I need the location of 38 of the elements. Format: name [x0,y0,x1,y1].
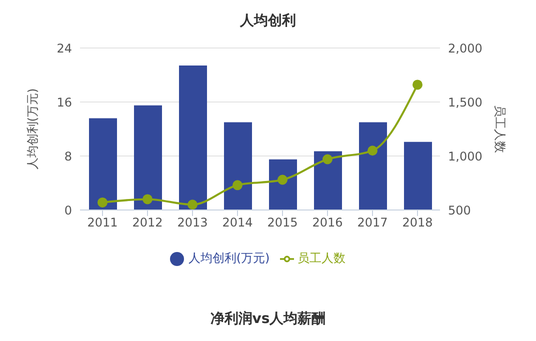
y2-tick-label: 1,500 [448,95,482,110]
x-tick-label: 2013 [177,216,208,230]
legend-label: 人均创利(万元) [188,251,270,265]
legend-label: 员工人数 [298,251,346,265]
x-tick-label: 2011 [87,216,118,230]
chart-title: 人均创利 [238,12,297,31]
point [412,80,422,90]
x-tick-label: 2017 [357,216,388,230]
x-tick-label: 2014 [222,216,253,230]
y2-axis-title: 员工人数 [492,105,507,153]
y-axis-title: 人均创利(万元) [25,88,40,170]
y2-tick-label: 500 [448,203,471,218]
point [278,174,288,185]
y2-tick-label: 2,000 [448,41,482,56]
bar [269,159,297,210]
point [232,180,242,190]
bar [89,118,117,210]
text: 净利润vs人均薪酬 [209,310,327,328]
bar [359,122,387,210]
bar [134,105,162,210]
x-tick-label: 2012 [132,216,163,230]
y-tick-label: 8 [64,149,72,164]
point [142,194,152,204]
bar [179,66,207,210]
point [368,146,378,156]
point [98,197,108,208]
x-tick-label: 2018 [402,216,433,230]
point [322,154,332,164]
point [188,200,198,210]
y-tick-label: 16 [56,95,72,110]
bar [314,151,342,210]
x-tick-label: 2015 [267,216,298,230]
x-tick-label: 2016 [312,216,343,230]
y-tick-label: 0 [64,203,72,218]
bar [404,142,432,210]
y-tick-label: 24 [56,41,72,56]
y2-tick-label: 1,000 [448,149,482,164]
bar [224,122,252,210]
